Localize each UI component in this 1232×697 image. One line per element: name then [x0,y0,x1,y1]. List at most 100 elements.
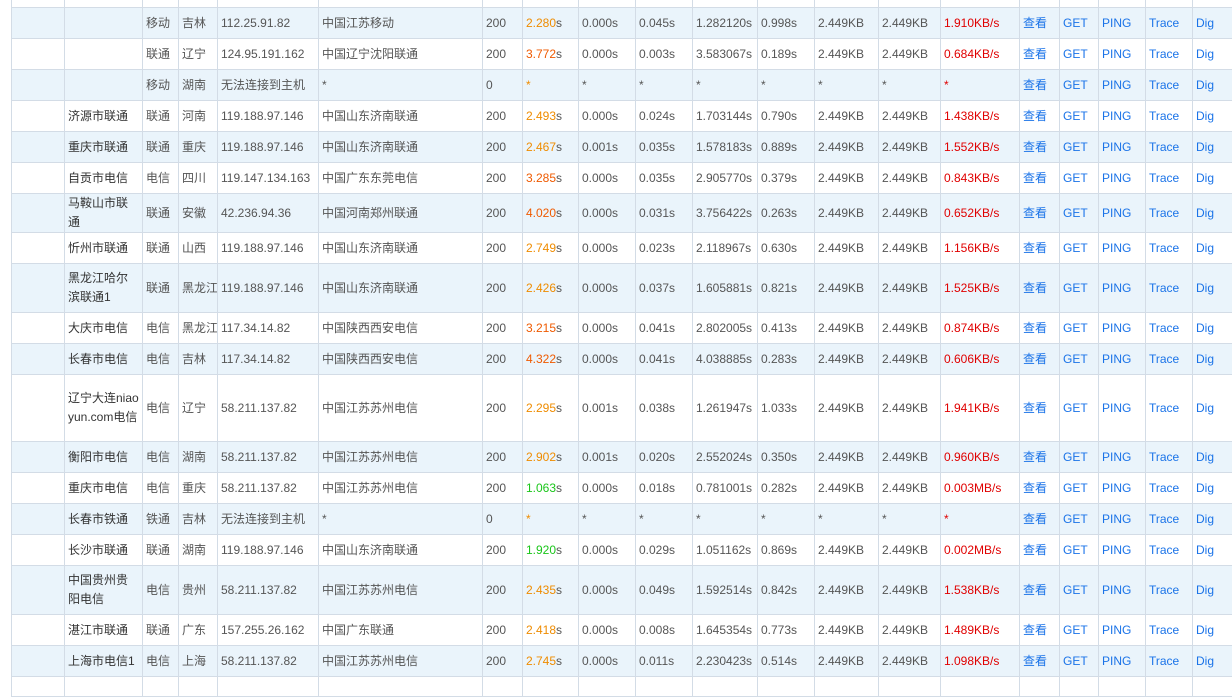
view-link[interactable]: 查看 [1023,481,1047,495]
node-name-cell: 上海市电信1 [65,646,143,677]
get-link[interactable]: GET [1063,401,1088,415]
ping-link[interactable]: PING [1102,171,1131,185]
ping-link[interactable]: PING [1102,543,1131,557]
get-link[interactable]: GET [1063,450,1088,464]
get-link[interactable]: GET [1063,206,1088,220]
trace-link[interactable]: Trace [1149,654,1179,668]
trace-link[interactable]: Trace [1149,321,1179,335]
dig-link[interactable]: Dig [1196,47,1214,61]
trace-link[interactable]: Trace [1149,450,1179,464]
trace-link[interactable]: Trace [1149,543,1179,557]
view-link[interactable]: 查看 [1023,281,1047,295]
trace-link[interactable]: Trace [1149,281,1179,295]
dig-link[interactable]: Dig [1196,171,1214,185]
dig-link[interactable]: Dig [1196,78,1214,92]
isp-cell: 移动 [143,70,179,101]
dig-link[interactable]: Dig [1196,140,1214,154]
view-link[interactable]: 查看 [1023,401,1047,415]
trace-link[interactable]: Trace [1149,206,1179,220]
dig-link[interactable]: Dig [1196,450,1214,464]
trace-link[interactable]: Trace [1149,171,1179,185]
dig-link[interactable]: Dig [1196,241,1214,255]
view-link[interactable]: 查看 [1023,109,1047,123]
ping-link[interactable]: PING [1102,352,1131,366]
ping-link[interactable]: PING [1102,241,1131,255]
ping-link[interactable]: PING [1102,450,1131,464]
trace-link[interactable]: Trace [1149,583,1179,597]
view-link[interactable]: 查看 [1023,140,1047,154]
get-link[interactable]: GET [1063,543,1088,557]
view-link[interactable]: 查看 [1023,47,1047,61]
trace-link[interactable]: Trace [1149,78,1179,92]
dig-link[interactable]: Dig [1196,352,1214,366]
view-link[interactable]: 查看 [1023,512,1047,526]
get-link[interactable]: GET [1063,623,1088,637]
dig-link[interactable]: Dig [1196,109,1214,123]
get-link[interactable]: GET [1063,281,1088,295]
dig-link[interactable]: Dig [1196,401,1214,415]
trace-link[interactable]: Trace [1149,16,1179,30]
dig-link[interactable]: Dig [1196,512,1214,526]
trace-link[interactable]: Trace [1149,401,1179,415]
dig-link[interactable]: Dig [1196,281,1214,295]
dig-link[interactable]: Dig [1196,16,1214,30]
get-link[interactable]: GET [1063,512,1088,526]
trace-link[interactable]: Trace [1149,481,1179,495]
ping-link[interactable]: PING [1102,623,1131,637]
trace-link[interactable]: Trace [1149,47,1179,61]
view-link[interactable]: 查看 [1023,171,1047,185]
ping-link[interactable]: PING [1102,16,1131,30]
get-link[interactable]: GET [1063,654,1088,668]
get-link[interactable]: GET [1063,321,1088,335]
get-link[interactable]: GET [1063,109,1088,123]
get-link[interactable]: GET [1063,78,1088,92]
view-link[interactable]: 查看 [1023,206,1047,220]
dig-link[interactable]: Dig [1196,206,1214,220]
trace-link[interactable]: Trace [1149,352,1179,366]
trace-link[interactable]: Trace [1149,512,1179,526]
ping-link[interactable]: PING [1102,281,1131,295]
dig-link[interactable]: Dig [1196,583,1214,597]
ping-link[interactable]: PING [1102,481,1131,495]
ping-link[interactable]: PING [1102,140,1131,154]
ping-link[interactable]: PING [1102,321,1131,335]
ping-link[interactable]: PING [1102,78,1131,92]
view-link[interactable]: 查看 [1023,16,1047,30]
node-name-cell: 马鞍山市联通 [65,194,143,233]
dig-link[interactable]: Dig [1196,654,1214,668]
trace-link[interactable]: Trace [1149,109,1179,123]
view-link[interactable]: 查看 [1023,450,1047,464]
file-size-cell: 2.449KB [815,615,879,646]
view-cell: 查看 [1020,442,1060,473]
view-link[interactable]: 查看 [1023,352,1047,366]
view-link[interactable]: 查看 [1023,654,1047,668]
view-link[interactable]: 查看 [1023,78,1047,92]
get-link[interactable]: GET [1063,16,1088,30]
ping-link[interactable]: PING [1102,583,1131,597]
ping-link[interactable]: PING [1102,206,1131,220]
ping-link[interactable]: PING [1102,654,1131,668]
ping-link[interactable]: PING [1102,512,1131,526]
ping-link[interactable]: PING [1102,109,1131,123]
ping-link[interactable]: PING [1102,47,1131,61]
view-link[interactable]: 查看 [1023,543,1047,557]
dig-link[interactable]: Dig [1196,623,1214,637]
dig-link[interactable]: Dig [1196,481,1214,495]
get-link[interactable]: GET [1063,352,1088,366]
view-link[interactable]: 查看 [1023,583,1047,597]
view-link[interactable]: 查看 [1023,241,1047,255]
get-link[interactable]: GET [1063,583,1088,597]
get-link[interactable]: GET [1063,47,1088,61]
view-link[interactable]: 查看 [1023,321,1047,335]
view-link[interactable]: 查看 [1023,623,1047,637]
trace-link[interactable]: Trace [1149,623,1179,637]
get-link[interactable]: GET [1063,241,1088,255]
get-link[interactable]: GET [1063,481,1088,495]
dig-link[interactable]: Dig [1196,321,1214,335]
dig-link[interactable]: Dig [1196,543,1214,557]
get-link[interactable]: GET [1063,171,1088,185]
trace-link[interactable]: Trace [1149,140,1179,154]
ping-link[interactable]: PING [1102,401,1131,415]
get-link[interactable]: GET [1063,140,1088,154]
trace-link[interactable]: Trace [1149,241,1179,255]
